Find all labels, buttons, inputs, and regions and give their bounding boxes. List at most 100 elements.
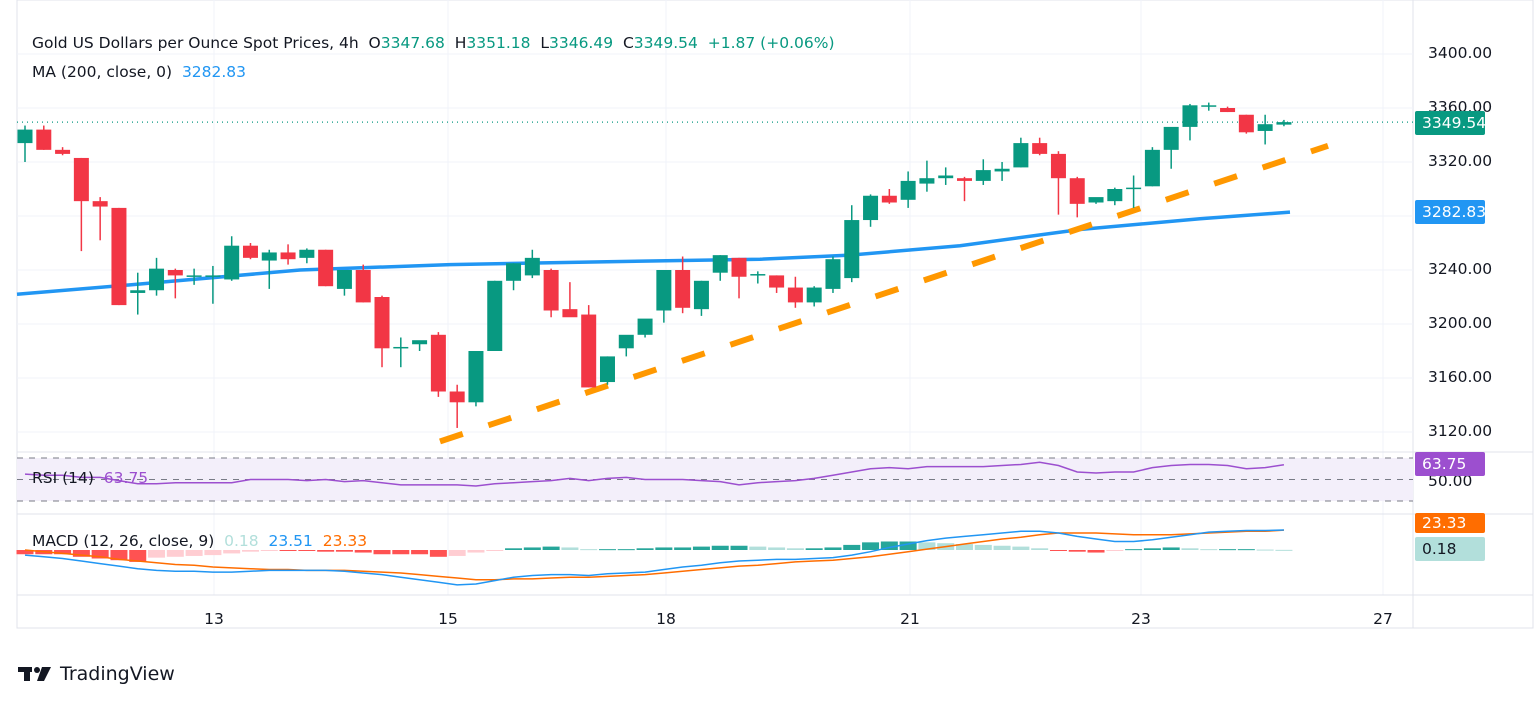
candle-down [581,305,597,388]
rsi-legend[interactable]: RSI (14) 63.75 [32,469,148,487]
candle-down [731,257,747,299]
rsi-line [24,461,1285,487]
candle-body [1201,105,1217,107]
macd-legend[interactable]: MACD (12, 26, close, 9) 0.18 23.51 23.33 [32,532,367,550]
macd-hist-value: 0.18 [224,532,259,550]
ma-legend[interactable]: MA (200, close, 0) 3282.83 [32,63,246,81]
candle-up [900,171,916,208]
candle-down [562,282,578,318]
candle-body [1107,189,1123,202]
macd-histogram-bar [486,550,504,551]
candle-down [1032,137,1048,156]
time-tick-label: 27 [1373,610,1393,628]
candle-body [1126,187,1142,190]
candle-body [675,270,691,308]
candle-body [336,270,352,289]
candle-body [1050,153,1066,179]
candle-up [825,256,841,293]
candle-down [92,197,108,241]
macd-histogram-bar [110,550,128,561]
macd-histogram-bar [1031,548,1049,550]
candle-body [149,268,165,291]
candle-up [618,334,634,357]
macd-histogram-bar [674,547,692,550]
candle-up [130,272,146,315]
macd-histogram-bar [974,544,992,550]
macd-histogram-bar [505,548,523,550]
macd-histogram-bar [956,544,973,550]
macd-pane [16,529,1293,586]
candle-up [468,351,484,407]
rsi-value-tag: 63.75 [1415,452,1485,476]
candle-up [806,286,822,307]
macd-histogram-bar [1181,548,1199,550]
candle-body [487,280,503,351]
macd-histogram-bar [1106,550,1124,551]
brand-name: TradingView [60,663,175,685]
macd-histogram-bar [711,545,729,550]
candle-body [92,201,108,207]
ma-200-line [16,210,1291,297]
candle-down [1069,176,1085,218]
macd-histogram-bar [448,550,466,556]
macd-histogram-bar [16,550,34,555]
candle-down [787,276,803,308]
time-tick-label: 13 [204,610,224,628]
rsi-pane [17,457,1413,502]
macd-histogram-bar [1162,547,1180,550]
candle-up [17,125,33,162]
macd-histogram-bar [655,547,673,550]
candle-up [487,280,503,351]
macd-histogram-bar [598,549,616,551]
macd-histogram-bar [298,550,316,551]
macd-histogram-bar [1068,550,1086,552]
macd-histogram-bar [260,550,278,551]
macd-histogram-bar [166,550,184,557]
candle-body [919,178,935,184]
symbol-legend: Gold US Dollars per Ounce Spot Prices, 4… [32,34,835,52]
candle-up [412,340,428,351]
candle-body [957,178,972,181]
macd-histogram-bar [91,550,109,559]
macd-histogram-bar [241,550,259,552]
candle-down [73,157,89,252]
candle-body [355,270,371,303]
candle-down [430,332,446,397]
macd-label: MACD (12, 26, close, 9) [32,532,215,550]
candle-body [1257,124,1273,131]
candle-body [994,168,1010,172]
macd-histogram-bar [223,550,241,554]
candle-body [36,129,52,150]
candle-body [637,318,653,335]
candle-body [599,356,615,383]
macd-histogram-bar [918,542,936,550]
candle-body [750,274,766,276]
low-value: 3346.49 [548,34,614,52]
candle-body [506,263,522,281]
macd-histogram-bar [862,542,880,550]
tradingview-brand[interactable]: TradingView [18,663,175,685]
macd-histogram-bar [899,541,917,550]
candle-up [938,167,954,185]
candle-up [975,159,991,185]
candle-down [543,268,559,318]
candle-body [524,257,540,276]
candle-body [562,309,578,318]
candle-down [111,207,127,306]
change-value: +1.87 (+0.06%) [707,34,835,52]
candle-up [656,270,672,323]
macd-histogram-bar [824,547,842,550]
candle-body [769,275,785,288]
macd-hist-tag: 0.18 [1415,537,1485,561]
macd-histogram-bar [354,550,372,553]
candle-body [693,280,709,310]
candle-body [844,220,860,279]
candle-body [1144,149,1160,187]
time-tick-label: 18 [656,610,676,628]
candle-down [675,256,691,314]
price-pane [16,102,1413,445]
candle-body [261,252,277,261]
candle-body [167,270,183,276]
candle-body [430,334,446,392]
